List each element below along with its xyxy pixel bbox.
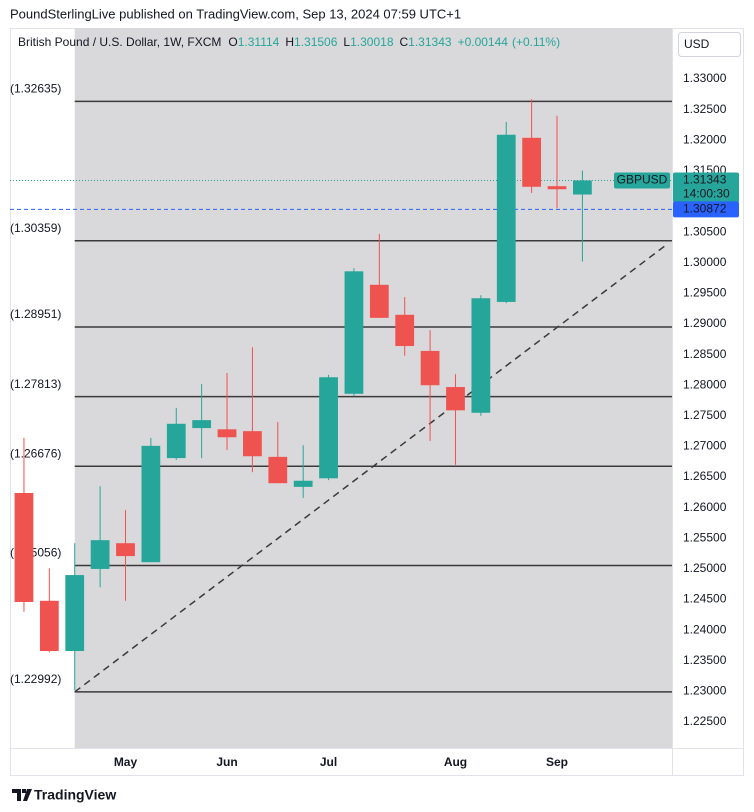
level-label: (1.28951) [10, 307, 61, 321]
candle-body [369, 284, 389, 318]
legend-key: C [400, 35, 409, 49]
candle-body [65, 575, 85, 651]
candle-body [471, 298, 491, 413]
legend-key: L [343, 35, 350, 49]
y-tick-label: 1.32500 [683, 102, 727, 116]
y-tick-label: 1.32000 [683, 132, 727, 146]
y-tick-label: 1.26500 [683, 469, 727, 483]
highlight-range [74, 28, 672, 748]
y-tick-label: 1.22500 [683, 714, 727, 728]
level-label: (1.22992) [10, 672, 61, 686]
last-price: 1.31343 [683, 173, 727, 187]
level-label: (1.32635) [10, 82, 61, 96]
legend-value: 1.31114 [238, 35, 280, 49]
legend-key: H [285, 35, 294, 49]
series-name: GBPUSD [617, 173, 668, 187]
y-tick-label: 1.27000 [683, 439, 727, 453]
candle-body [573, 180, 592, 195]
candle-body [522, 137, 542, 187]
y-tick-label: 1.24500 [683, 592, 727, 606]
y-tick-label: 1.33000 [683, 71, 727, 85]
legend-change: +0.00144 [458, 35, 509, 49]
x-tick-label: Jul [320, 755, 337, 769]
currency-button[interactable] [678, 32, 741, 57]
candle-body [166, 423, 186, 459]
candle-body [547, 186, 567, 190]
y-tick-label: 1.23000 [683, 684, 727, 698]
candle-body [90, 540, 110, 569]
candle-body [116, 543, 135, 557]
legend-change-pct: (+0.11%) [512, 35, 560, 49]
candle-body [39, 600, 59, 651]
level-label: (1.30359) [10, 221, 61, 235]
level-label: (1.27813) [10, 377, 61, 391]
series-tag [614, 172, 670, 189]
candle-body [217, 429, 237, 438]
y-tick-label: 1.30500 [683, 224, 727, 238]
x-tick-label: Jun [216, 755, 237, 769]
candle-body [420, 350, 440, 386]
candle-body [446, 387, 465, 411]
y-tick-label: 1.25000 [683, 561, 727, 575]
legend-value: 1.31506 [294, 35, 338, 49]
candle-body [14, 492, 34, 603]
y-tick-label: 1.25500 [683, 530, 727, 544]
candle-body [141, 445, 161, 563]
trendline [74, 244, 667, 693]
x-tick-label: Sep [546, 755, 568, 769]
candle-body [496, 134, 516, 302]
legend-title: British Pound / U.S. Dollar, 1W, FXCM [18, 35, 221, 49]
candle-body [319, 377, 338, 479]
publisher: PoundSterlingLive published on TradingVi… [10, 6, 461, 21]
x-tick-label: May [114, 755, 138, 769]
legend-value: 1.31343 [408, 35, 452, 49]
legend-key: O [228, 35, 237, 49]
y-tick-label: 1.27500 [683, 408, 727, 422]
legend-value: 1.30018 [350, 35, 394, 49]
y-tick-label: 1.30000 [683, 255, 727, 269]
y-tick-label: 1.28000 [683, 377, 727, 391]
candle-body [192, 420, 212, 429]
y-tick-label: 1.23500 [683, 653, 727, 667]
candle-body [268, 456, 288, 484]
level-label: (1.26676) [10, 446, 61, 460]
candle-body [243, 431, 262, 457]
y-tick-label: 1.28500 [683, 347, 727, 361]
y-tick-label: 1.29500 [683, 286, 727, 300]
logo [12, 789, 32, 801]
currency[interactable]: USD [684, 37, 710, 51]
y-tick-label: 1.26000 [683, 500, 727, 514]
x-tick-label: Aug [444, 755, 467, 769]
marker-price: 1.30872 [683, 202, 727, 216]
legend: British Pound / U.S. Dollar, 1W, FXCM O1.… [18, 35, 560, 49]
y-tick-label: 1.29000 [683, 316, 727, 330]
y-tick-label: 1.24000 [683, 622, 727, 636]
countdown: 14:00:30 [683, 187, 730, 201]
candle-body [344, 271, 364, 394]
candle-body [293, 480, 313, 487]
candle-body [395, 314, 415, 347]
marker-tag [673, 201, 739, 218]
brand: TradingView [34, 787, 116, 803]
price-tag [673, 172, 739, 203]
